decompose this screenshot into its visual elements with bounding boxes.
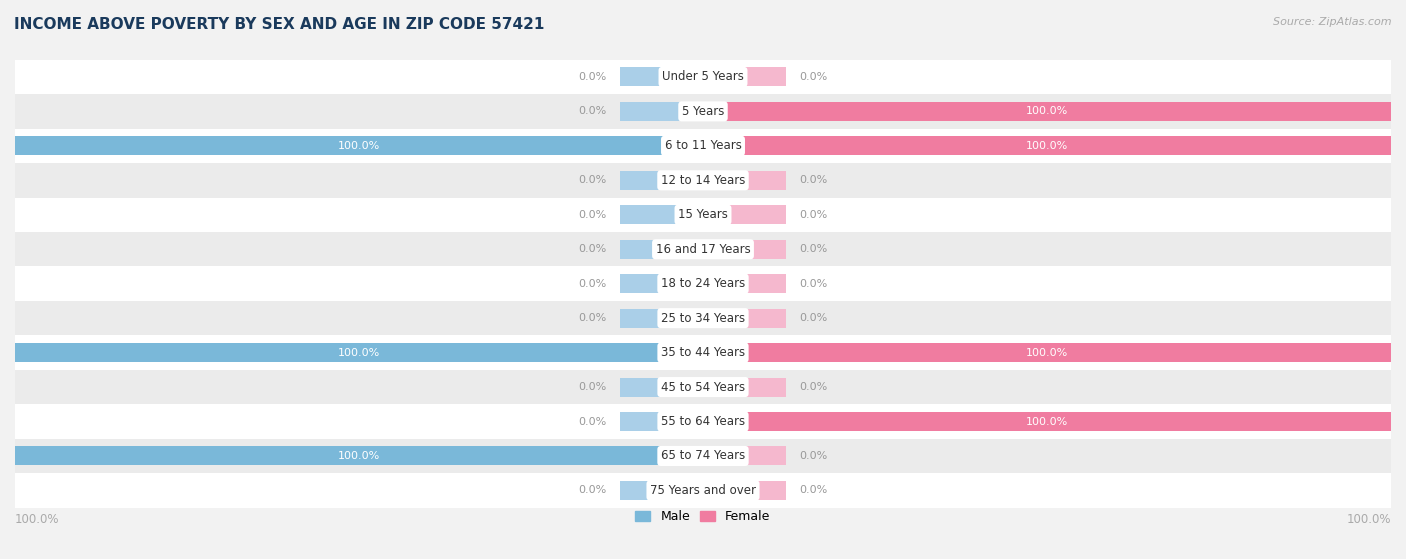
Bar: [15, 136, 703, 155]
Text: 18 to 24 Years: 18 to 24 Years: [661, 277, 745, 290]
Bar: [703, 240, 786, 259]
Bar: [703, 205, 786, 224]
Bar: [703, 171, 786, 190]
Bar: [620, 205, 703, 224]
Bar: [620, 481, 703, 500]
Text: 45 to 54 Years: 45 to 54 Years: [661, 381, 745, 394]
Bar: [15, 404, 1391, 439]
Bar: [703, 481, 786, 500]
Bar: [15, 473, 1391, 508]
Text: 0.0%: 0.0%: [800, 244, 828, 254]
Bar: [620, 171, 703, 190]
Text: 0.0%: 0.0%: [800, 451, 828, 461]
Bar: [620, 240, 703, 259]
Text: 0.0%: 0.0%: [800, 210, 828, 220]
Text: 0.0%: 0.0%: [578, 279, 606, 288]
Text: 0.0%: 0.0%: [800, 279, 828, 288]
Text: 100.0%: 100.0%: [337, 451, 380, 461]
Text: 55 to 64 Years: 55 to 64 Years: [661, 415, 745, 428]
Bar: [15, 267, 1391, 301]
Bar: [703, 377, 786, 396]
Bar: [620, 309, 703, 328]
Bar: [703, 102, 1391, 121]
Text: 100.0%: 100.0%: [15, 513, 59, 526]
Bar: [15, 232, 1391, 267]
Text: 75 Years and over: 75 Years and over: [650, 484, 756, 497]
Bar: [703, 447, 786, 466]
Text: 0.0%: 0.0%: [578, 382, 606, 392]
Bar: [620, 412, 703, 431]
Text: 100.0%: 100.0%: [337, 141, 380, 151]
Text: 0.0%: 0.0%: [578, 416, 606, 427]
Bar: [15, 60, 1391, 94]
Bar: [620, 377, 703, 396]
Bar: [703, 309, 786, 328]
Text: 0.0%: 0.0%: [800, 313, 828, 323]
Text: 16 and 17 Years: 16 and 17 Years: [655, 243, 751, 255]
Text: 6 to 11 Years: 6 to 11 Years: [665, 139, 741, 153]
Bar: [15, 129, 1391, 163]
Bar: [620, 102, 703, 121]
Text: 0.0%: 0.0%: [800, 382, 828, 392]
Text: 15 Years: 15 Years: [678, 209, 728, 221]
Text: 0.0%: 0.0%: [800, 72, 828, 82]
Bar: [703, 274, 786, 293]
Text: Source: ZipAtlas.com: Source: ZipAtlas.com: [1274, 17, 1392, 27]
Text: 5 Years: 5 Years: [682, 105, 724, 118]
Text: 0.0%: 0.0%: [578, 210, 606, 220]
Text: 0.0%: 0.0%: [578, 313, 606, 323]
Text: 100.0%: 100.0%: [1026, 348, 1069, 358]
Text: 100.0%: 100.0%: [337, 348, 380, 358]
Bar: [620, 68, 703, 87]
Text: 100.0%: 100.0%: [1026, 106, 1069, 116]
Bar: [703, 343, 1391, 362]
Bar: [703, 68, 786, 87]
Text: 100.0%: 100.0%: [1347, 513, 1391, 526]
Text: 0.0%: 0.0%: [578, 106, 606, 116]
Text: 0.0%: 0.0%: [578, 72, 606, 82]
Bar: [15, 447, 703, 466]
Text: 0.0%: 0.0%: [578, 485, 606, 495]
Bar: [15, 163, 1391, 197]
Text: 35 to 44 Years: 35 to 44 Years: [661, 346, 745, 359]
Bar: [15, 335, 1391, 370]
Bar: [15, 197, 1391, 232]
Bar: [15, 343, 703, 362]
Text: 100.0%: 100.0%: [1026, 416, 1069, 427]
Bar: [15, 94, 1391, 129]
Text: 0.0%: 0.0%: [578, 176, 606, 186]
Text: 100.0%: 100.0%: [1026, 141, 1069, 151]
Text: 65 to 74 Years: 65 to 74 Years: [661, 449, 745, 462]
Bar: [703, 136, 1391, 155]
Text: 0.0%: 0.0%: [800, 176, 828, 186]
Bar: [703, 412, 1391, 431]
Text: INCOME ABOVE POVERTY BY SEX AND AGE IN ZIP CODE 57421: INCOME ABOVE POVERTY BY SEX AND AGE IN Z…: [14, 17, 544, 32]
Bar: [15, 439, 1391, 473]
Text: Under 5 Years: Under 5 Years: [662, 70, 744, 83]
Text: 0.0%: 0.0%: [578, 244, 606, 254]
Bar: [620, 274, 703, 293]
Text: 12 to 14 Years: 12 to 14 Years: [661, 174, 745, 187]
Bar: [15, 370, 1391, 404]
Legend: Male, Female: Male, Female: [630, 505, 776, 528]
Text: 0.0%: 0.0%: [800, 485, 828, 495]
Bar: [15, 301, 1391, 335]
Text: 25 to 34 Years: 25 to 34 Years: [661, 312, 745, 325]
